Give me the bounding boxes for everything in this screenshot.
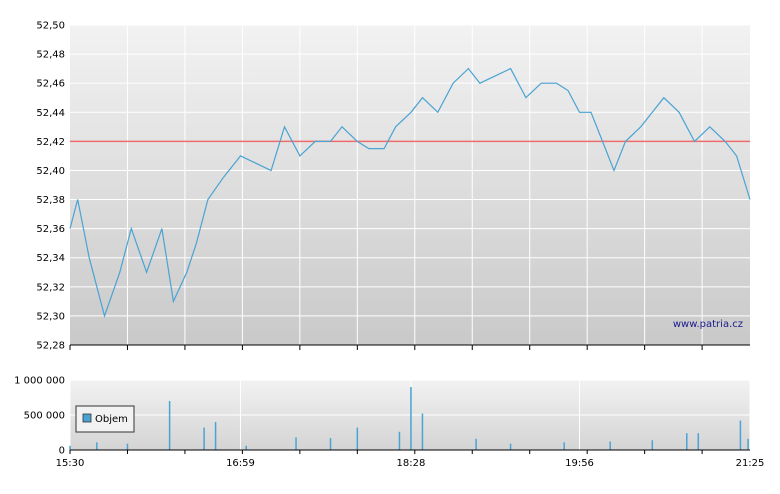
volume-bar xyxy=(747,438,749,450)
x-tick-label: 18:28 xyxy=(397,458,426,469)
price-y-tick-label: 52,28 xyxy=(36,341,65,352)
volume-y-tick-label: 1 000 000 xyxy=(14,376,65,387)
volume-bar xyxy=(398,431,401,450)
price-y-tick-label: 52,44 xyxy=(36,108,65,119)
volume-bar xyxy=(609,441,611,450)
price-y-tick-labels: 52,28 52,30 52,32 52,34 52,36 52,38 52,40 52,42… xyxy=(36,21,65,352)
price-y-tick-label: 52,50 xyxy=(36,21,65,32)
legend: Objem xyxy=(75,405,135,433)
volume-bar xyxy=(563,442,565,450)
price-y-tick-label: 52,30 xyxy=(36,311,65,322)
x-tick-label: 19:56 xyxy=(565,458,594,469)
volume-bar xyxy=(410,387,412,450)
price-y-tick-label: 52,46 xyxy=(36,79,65,90)
volume-bar xyxy=(686,433,688,450)
legend-swatch xyxy=(82,413,92,423)
price-series-line xyxy=(69,67,751,318)
volume-y-tick-labels: 0 500 000 1 000 000 xyxy=(14,376,65,457)
volume-bar xyxy=(697,433,700,450)
volume-bar xyxy=(126,443,129,450)
volume-bars xyxy=(69,387,749,450)
volume-y-tick-label: 500 000 xyxy=(24,411,65,422)
volume-bar xyxy=(421,413,424,450)
volume-bar xyxy=(203,427,205,450)
volume-y-tick-label: 0 xyxy=(59,446,65,457)
price-y-tick-label: 52,32 xyxy=(36,282,65,293)
volume-bar xyxy=(214,422,217,450)
volume-bar xyxy=(509,443,512,450)
price-y-tick-label: 52,38 xyxy=(36,195,65,206)
price-y-tick-label: 52,48 xyxy=(36,50,65,61)
x-tick-label: 21:25 xyxy=(736,458,765,469)
x-tick-labels: 15:30 16:59 18:28 19:56 21:25 xyxy=(56,458,765,469)
volume-bar xyxy=(168,401,171,450)
price-y-tick-label: 52,42 xyxy=(36,137,65,148)
volume-bar xyxy=(356,427,359,450)
volume-bar xyxy=(295,437,297,450)
volume-bar xyxy=(329,438,332,450)
x-tick-marks xyxy=(69,345,703,454)
volume-bar xyxy=(69,445,71,450)
price-y-tick-label: 52,40 xyxy=(36,166,65,177)
x-tick-label: 15:30 xyxy=(56,458,85,469)
volume-bar xyxy=(475,438,477,450)
price-plot-background xyxy=(70,25,750,345)
volume-bar xyxy=(96,442,98,450)
volume-bar xyxy=(651,440,654,450)
x-tick-label: 16:59 xyxy=(226,458,255,469)
price-y-tick-label: 52,36 xyxy=(36,224,65,235)
volume-bar xyxy=(245,445,247,450)
legend-label: Objem xyxy=(95,414,128,425)
price-y-tick-label: 52,34 xyxy=(36,253,65,264)
volume-bar xyxy=(739,420,742,450)
watermark: www.patria.cz xyxy=(673,319,743,330)
